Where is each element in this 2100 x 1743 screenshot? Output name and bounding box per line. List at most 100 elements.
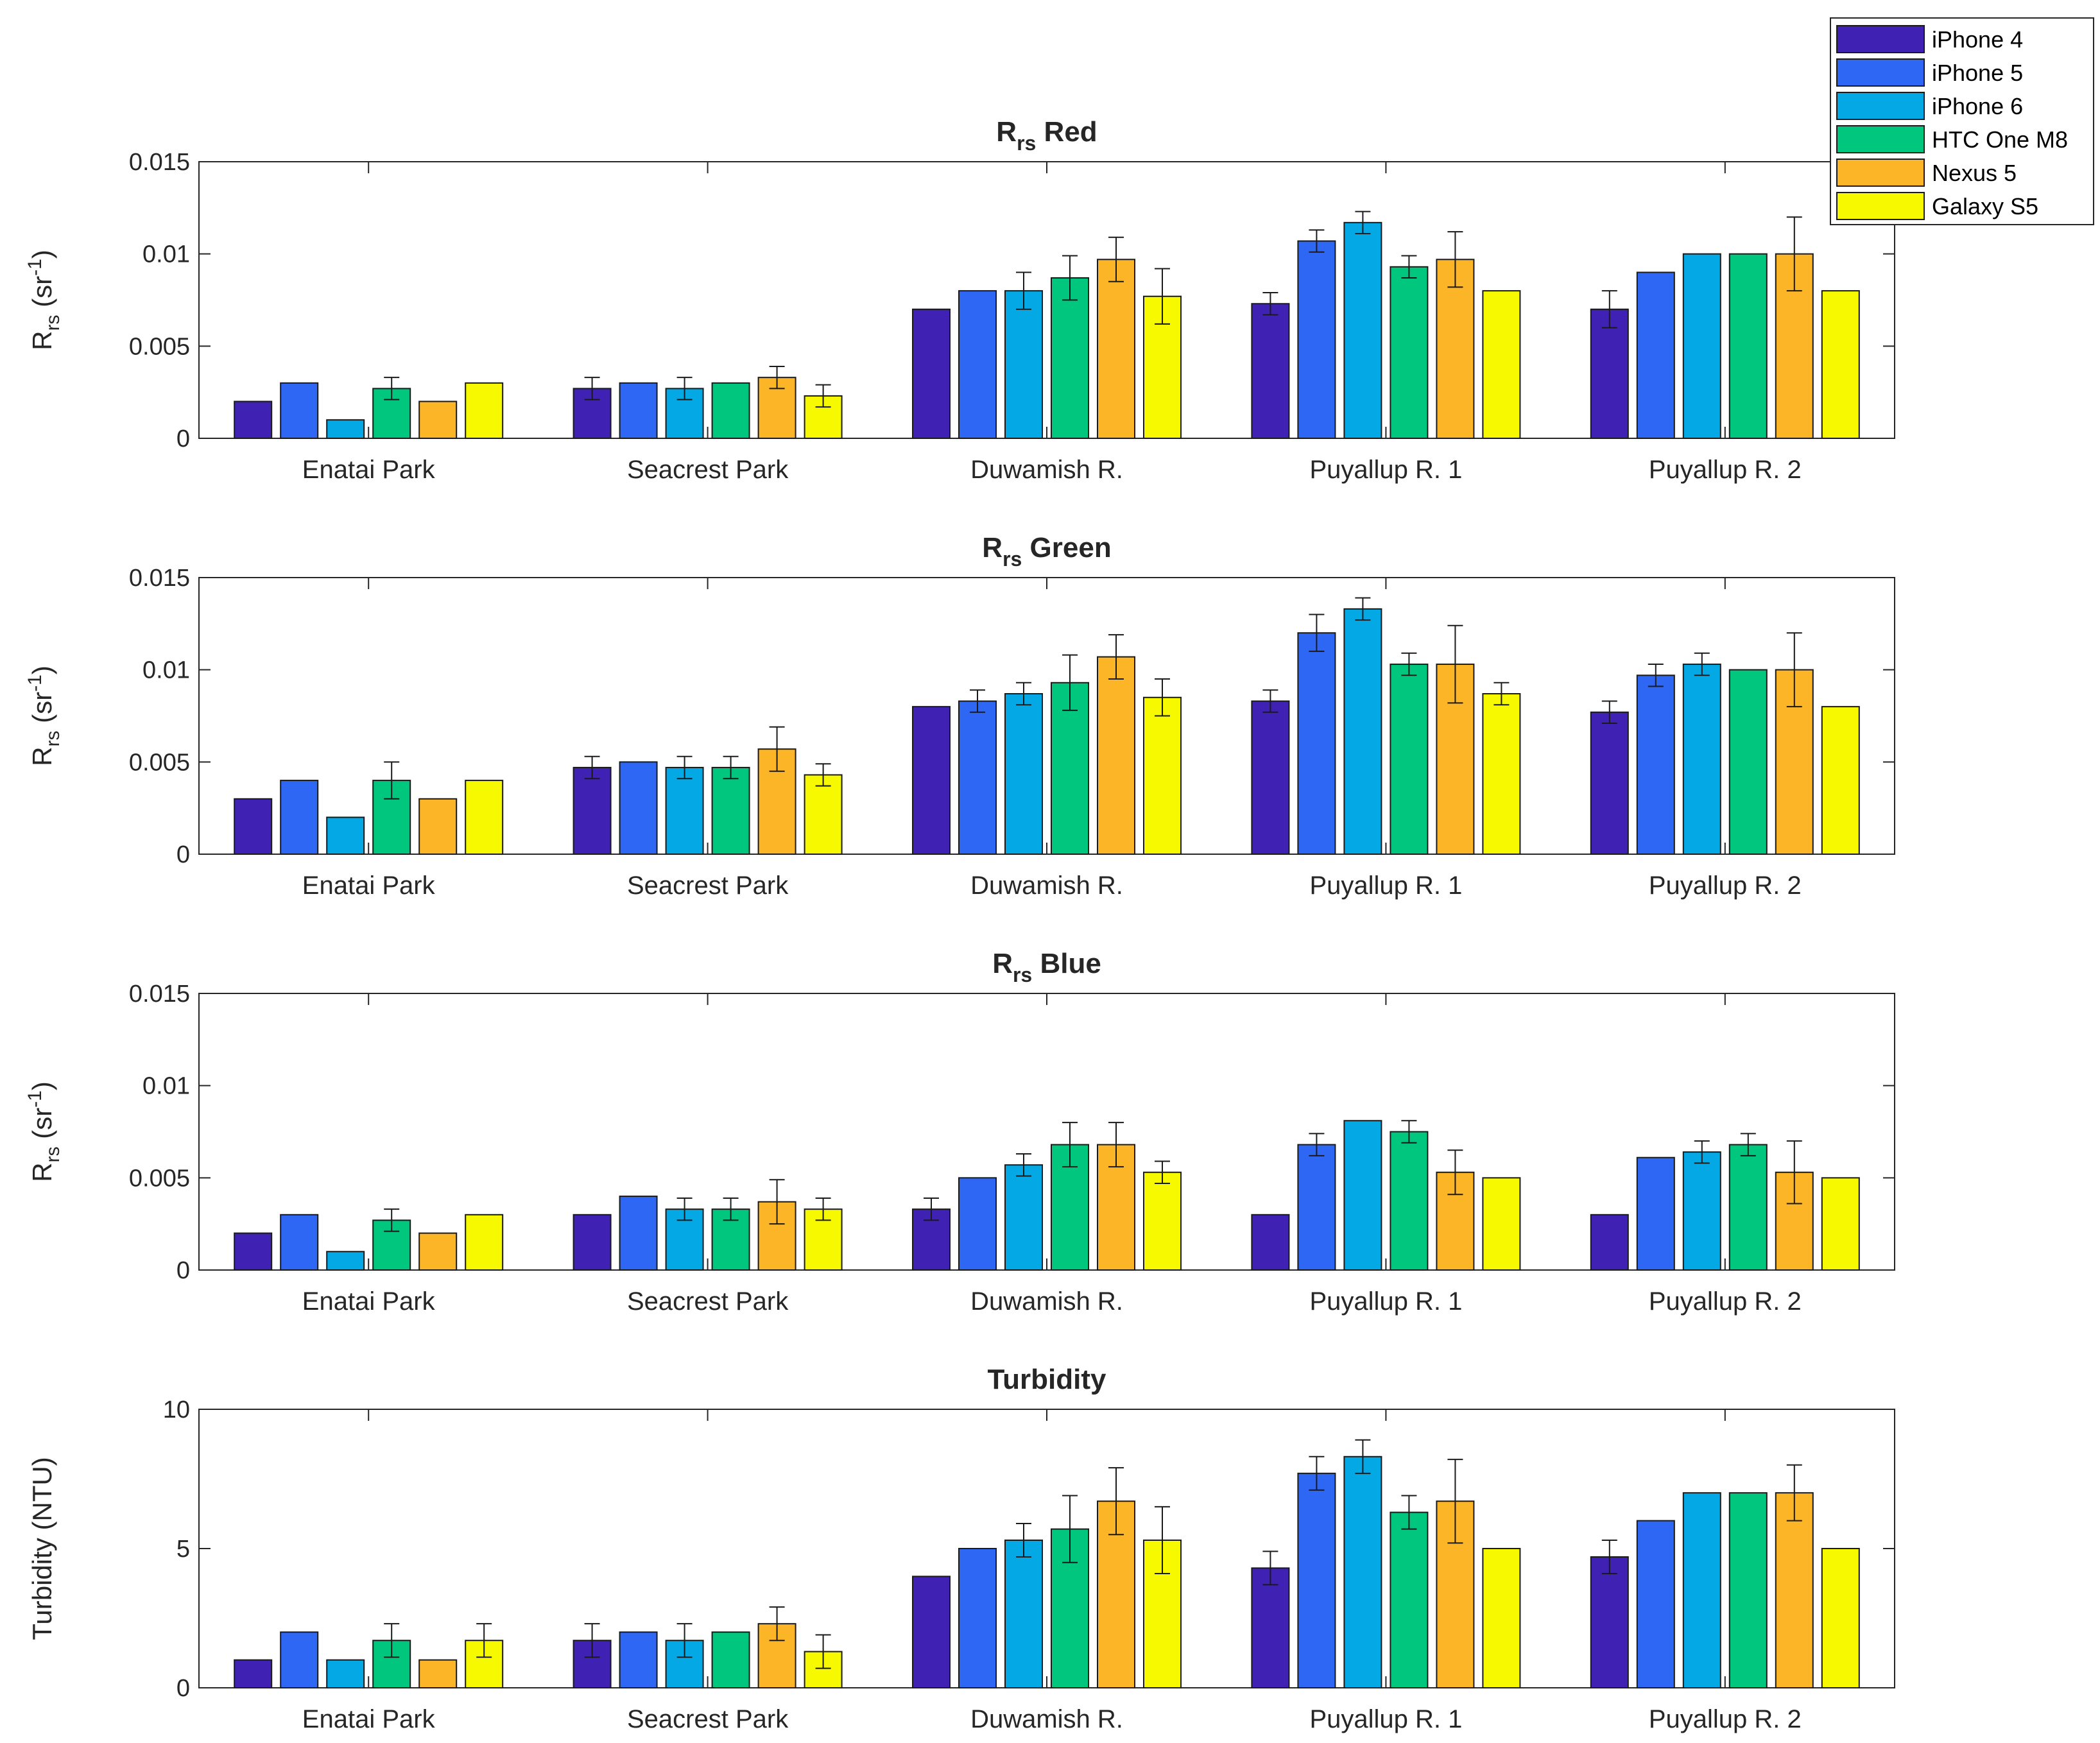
x-tick-label: Puyallup R. 2 (1649, 1287, 1802, 1316)
title-subscript: rs (1017, 132, 1036, 155)
y-tick-label: 0.005 (129, 749, 190, 776)
ylabel-main: R (27, 747, 57, 766)
bar (711, 766, 750, 855)
bar (1343, 608, 1382, 855)
bar (1682, 253, 1721, 439)
y-axis-label: Rrs (sr-1) (24, 665, 64, 766)
legend-label: HTC One M8 (1932, 126, 2068, 153)
legend-swatch (1836, 92, 1925, 120)
bar (1051, 277, 1089, 439)
title-main: Turbidity (988, 1364, 1106, 1395)
x-tick-label: Enatai Park (302, 456, 436, 484)
x-tick-label: Puyallup R. 2 (1649, 1705, 1802, 1733)
bar (1728, 253, 1768, 439)
bar (465, 780, 504, 855)
bar (1682, 664, 1721, 855)
ylabel-main: R (27, 331, 57, 350)
bar (1636, 674, 1675, 855)
legend-swatch (1836, 25, 1925, 53)
chart-panel-2: 0 0.005 0.01 0.015 Enatai Park Seacrest Park D… (24, 532, 1895, 900)
y-tick-label: 0 (176, 841, 190, 868)
title-main: R (992, 948, 1013, 979)
bar (1251, 700, 1290, 855)
bar (465, 382, 504, 439)
bar (1482, 1177, 1521, 1271)
bar (326, 1251, 365, 1271)
y-tick-label: 0.015 (129, 565, 190, 592)
bar (958, 700, 997, 855)
y-tick-label: 0 (176, 1675, 190, 1702)
legend-swatch (1836, 58, 1925, 87)
title-main: R (996, 116, 1017, 148)
y-axis-label: Rrs (sr-1) (24, 1081, 64, 1182)
bar (1636, 1520, 1675, 1689)
bar (572, 1214, 612, 1271)
bar (326, 419, 365, 439)
y-tick-label: 0.01 (142, 1073, 190, 1100)
title-subscript: rs (1003, 547, 1022, 571)
x-tick-label: Puyallup R. 1 (1309, 456, 1462, 484)
ylabel-close: ) (27, 250, 57, 259)
y-tick-label: 0.015 (129, 149, 190, 176)
bar (572, 766, 612, 855)
legend-swatch (1836, 159, 1925, 187)
ylabel-close: ) (27, 665, 57, 674)
bar (1821, 706, 1860, 855)
chart-title: Rrs Red (996, 116, 1097, 155)
bar (1097, 1144, 1135, 1271)
x-tick-label: Puyallup R. 2 (1649, 872, 1802, 900)
bar (1251, 1214, 1290, 1271)
bar (619, 761, 658, 855)
legend-label: Galaxy S5 (1932, 193, 2038, 219)
bar (619, 382, 658, 439)
bar (234, 1232, 273, 1271)
bar (1004, 290, 1043, 439)
bar (1143, 696, 1182, 855)
ylabel-rest: (sr (27, 692, 57, 731)
bar (1821, 1548, 1860, 1688)
bar (234, 798, 273, 855)
x-tick-label: Puyallup R. 1 (1309, 1287, 1462, 1316)
x-tick-label: Duwamish R. (970, 872, 1123, 900)
bar (711, 382, 750, 439)
bar (665, 766, 704, 855)
bar (619, 1631, 658, 1688)
bar (1390, 1131, 1429, 1271)
x-tick-label: Duwamish R. (970, 1705, 1123, 1733)
legend-label: iPhone 6 (1932, 93, 2023, 119)
bar (1004, 1164, 1043, 1271)
y-axis-label: Turbidity (NTU) (27, 1457, 57, 1640)
bar (1775, 1492, 1814, 1688)
bar (465, 1214, 504, 1271)
ylabel-superscript: -1 (24, 674, 46, 692)
ylabel-subscript: rs (42, 1147, 64, 1163)
x-tick-label: Enatai Park (302, 1287, 436, 1316)
bar (1004, 693, 1043, 855)
bar (326, 816, 365, 855)
chart-panel-1: 0 0.005 0.01 0.015 Enatai Park Seacrest Park D… (24, 116, 1895, 484)
ylabel-subscript: rs (42, 315, 64, 331)
ylabel-close: ) (27, 1081, 57, 1090)
bar (1482, 290, 1521, 439)
bar (280, 382, 319, 439)
x-tick-label: Duwamish R. (970, 1287, 1123, 1316)
bar (757, 748, 796, 855)
bar (1590, 308, 1629, 439)
bar (1821, 290, 1860, 439)
bar (912, 706, 951, 855)
x-tick-label: Seacrest Park (627, 1287, 789, 1316)
x-tick-label: Seacrest Park (627, 872, 789, 900)
chart-panel-4: 0 5 10 Enatai Park Seacrest Park Duwamish R. P… (27, 1364, 1895, 1733)
bar (418, 798, 458, 855)
x-tick-label: Puyallup R. 1 (1309, 872, 1462, 900)
bar (234, 400, 273, 439)
bar (1728, 1144, 1768, 1271)
bar (1343, 1120, 1382, 1271)
bar (418, 1232, 458, 1271)
y-tick-label: 0.01 (142, 241, 190, 268)
bar (1143, 1171, 1182, 1271)
legend: iPhone 4 iPhone 5 iPhone 6 HTC One M8 Nexus … (1830, 17, 2094, 225)
bar (958, 1177, 997, 1271)
x-tick-label: Seacrest Park (627, 1705, 789, 1733)
